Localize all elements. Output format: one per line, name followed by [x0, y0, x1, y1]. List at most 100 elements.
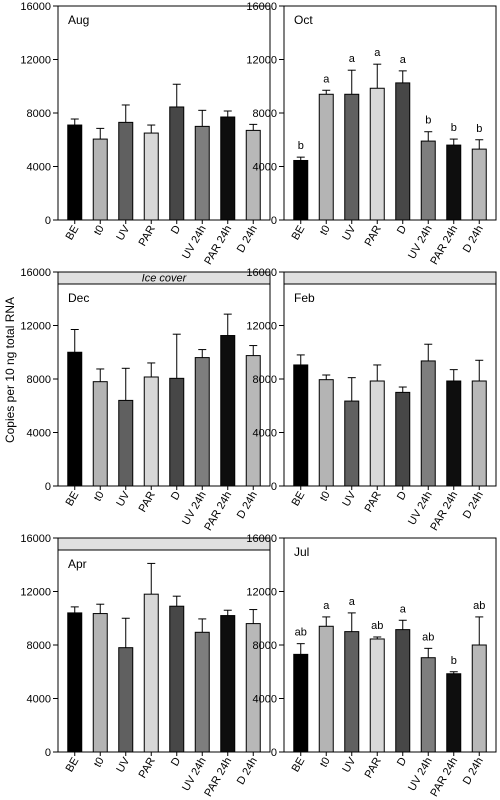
panel-jul: Jul0400080001200016000BEabt0aUVaPARabDaU… — [246, 533, 497, 799]
significance-label: ab — [422, 631, 434, 643]
x-tick-label: D — [395, 755, 409, 768]
x-tick-label: BE — [64, 756, 82, 775]
x-tick-label: D 24h — [461, 756, 486, 787]
y-tick-label: 12000 — [246, 587, 277, 599]
bar-t0 — [92, 381, 108, 487]
bar-be — [67, 351, 83, 487]
bar-par — [369, 87, 385, 221]
y-tick-label: 4000 — [253, 428, 277, 440]
x-tick-label: D — [395, 223, 409, 236]
x-tick-label: UV — [114, 755, 132, 775]
x-tick-label: BE — [290, 224, 308, 243]
y-tick-label: 0 — [271, 215, 277, 227]
x-tick-label: t0 — [92, 756, 107, 770]
panel-oct: Oct0400080001200016000BEbt0aUVaPARaDaUV … — [246, 1, 497, 267]
x-tick-label: BE — [290, 490, 308, 509]
panel-title: Apr — [68, 557, 87, 571]
bar-uv-24h — [194, 631, 210, 753]
x-tick-label: BE — [290, 756, 308, 775]
plot-frame — [57, 537, 271, 753]
x-tick-label: t0 — [318, 490, 333, 504]
significance-label: a — [349, 53, 356, 65]
panel-title: Oct — [294, 13, 313, 27]
y-tick-label: 8000 — [253, 640, 277, 652]
y-tick-label: 8000 — [253, 108, 277, 120]
x-tick-label: D — [169, 755, 183, 768]
bar-d — [169, 106, 185, 221]
significance-label: a — [374, 47, 381, 59]
bar-uv-24h — [194, 357, 210, 487]
x-tick-label: UV — [340, 755, 358, 775]
y-axis-label: Copies per 10 ng total RNA — [3, 297, 17, 443]
bar-par-24h — [220, 335, 236, 487]
y-tick-label: 12000 — [20, 587, 51, 599]
bar-uv — [118, 647, 134, 753]
x-tick-label: PAR — [137, 223, 158, 248]
significance-label: a — [349, 596, 356, 608]
bar-t0 — [92, 138, 108, 221]
y-tick-label: 16000 — [20, 267, 51, 279]
y-tick-label: 4000 — [27, 694, 51, 706]
y-tick-label: 16000 — [20, 1, 51, 13]
x-tick-label: PAR — [137, 755, 158, 780]
x-tick-label: UV — [340, 223, 358, 243]
bar-uv-24h — [194, 125, 210, 221]
panel-dec: Ice cover Dec 0 4000 8000 12000 16000 BE t0 UV PAR… — [20, 267, 271, 533]
bar-be — [67, 612, 83, 753]
x-tick-label: D — [169, 489, 183, 502]
y-tick-label: 0 — [45, 747, 51, 759]
significance-label: b — [451, 122, 457, 134]
bar-uv — [344, 631, 360, 753]
significance-label: a — [400, 54, 407, 66]
x-tick-label: PAR — [363, 489, 384, 514]
bar-uv — [344, 400, 360, 487]
bar-par-24h — [446, 673, 462, 753]
y-tick-label: 4000 — [253, 162, 277, 174]
significance-label: ab — [371, 620, 383, 632]
y-tick-label: 0 — [271, 481, 277, 493]
bar-d-24h — [471, 644, 487, 753]
bar-d — [395, 82, 411, 221]
bar-par-24h — [446, 144, 462, 221]
bar-d — [395, 391, 411, 487]
x-tick-label: PAR — [363, 755, 384, 780]
bar-uv — [118, 121, 134, 221]
y-tick-label: 8000 — [27, 108, 51, 120]
x-tick-label: D 24h — [461, 224, 486, 255]
bar-uv-24h — [420, 140, 436, 221]
x-tick-label: D 24h — [461, 490, 486, 521]
significance-label: ab — [295, 627, 307, 639]
bar-t0 — [318, 625, 334, 753]
y-tick-label: 8000 — [27, 374, 51, 386]
bar-uv — [344, 93, 360, 221]
plot-frame — [57, 5, 271, 221]
y-tick-label: 8000 — [253, 374, 277, 386]
bar-be — [67, 124, 83, 221]
banner-strip — [283, 271, 497, 285]
plot-frame — [283, 537, 497, 753]
plot-frame — [283, 271, 497, 487]
x-tick-label: D — [395, 489, 409, 502]
banner-label: Ice cover — [142, 273, 188, 285]
x-tick-label: D 24h — [235, 756, 260, 787]
banner-strip — [57, 271, 271, 285]
bar-uv-24h — [420, 360, 436, 487]
bar-d — [395, 629, 411, 753]
y-tick-label: 16000 — [246, 533, 277, 545]
bar-uv-24h — [420, 657, 436, 753]
y-tick-label: 4000 — [27, 428, 51, 440]
x-tick-label: t0 — [318, 756, 333, 770]
bar-par-24h — [220, 615, 236, 753]
y-tick-label: 0 — [45, 215, 51, 227]
bar-par — [143, 376, 159, 487]
bar-par — [143, 132, 159, 221]
x-tick-label: t0 — [92, 490, 107, 504]
x-tick-label: D 24h — [235, 490, 260, 521]
x-tick-label: PAR — [363, 223, 384, 248]
banner-strip — [57, 537, 271, 551]
significance-label: b — [476, 123, 482, 135]
bar-t0 — [318, 93, 334, 221]
